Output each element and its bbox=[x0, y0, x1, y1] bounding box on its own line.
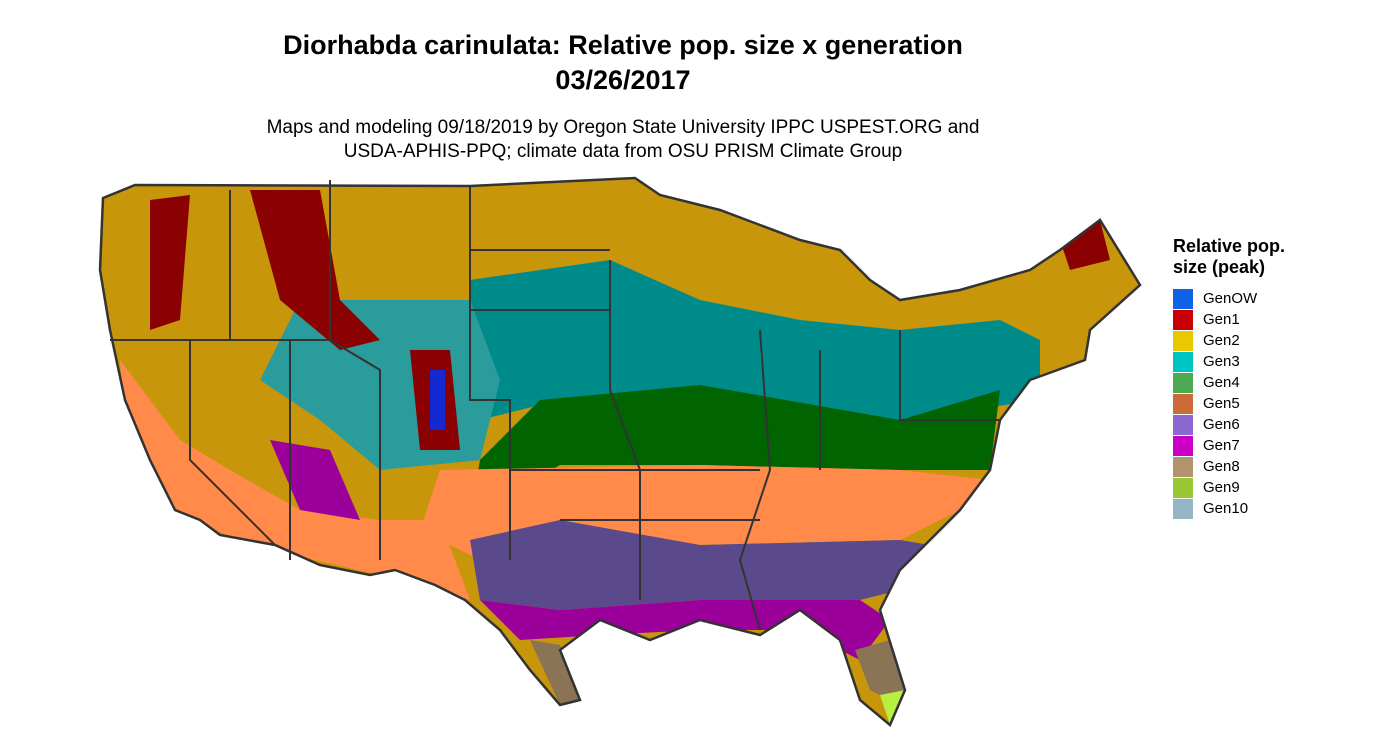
legend-swatch bbox=[1173, 457, 1193, 477]
legend-label: Gen5 bbox=[1203, 395, 1240, 412]
legend-label: Gen9 bbox=[1203, 479, 1240, 496]
map-regions bbox=[100, 178, 1140, 725]
title-line: Diorhabda carinulata: Relative pop. size… bbox=[283, 30, 963, 60]
legend-label: Gen4 bbox=[1203, 374, 1240, 391]
legend-swatch bbox=[1173, 478, 1193, 498]
legend-swatch bbox=[1173, 352, 1193, 372]
legend-label: Gen3 bbox=[1203, 353, 1240, 370]
legend-swatch bbox=[1173, 373, 1193, 393]
legend-swatch bbox=[1173, 310, 1193, 330]
legend-swatch bbox=[1173, 331, 1193, 351]
subtitle-line: USDA-APHIS-PPQ; climate data from OSU PR… bbox=[344, 141, 903, 162]
legend-swatch bbox=[1173, 499, 1193, 519]
legend-title: size (peak) bbox=[1173, 257, 1265, 277]
legend-swatch bbox=[1173, 436, 1193, 456]
legend-label: Gen2 bbox=[1203, 332, 1240, 349]
legend-label: GenOW bbox=[1203, 290, 1258, 307]
legend-swatch bbox=[1173, 394, 1193, 414]
legend-label: Gen8 bbox=[1203, 458, 1240, 475]
legend: Relative pop. size (peak) GenOW Gen1 Gen2 G… bbox=[1173, 236, 1285, 519]
legend-label: Gen10 bbox=[1203, 500, 1248, 517]
legend-label: Gen6 bbox=[1203, 416, 1240, 433]
legend-label: Gen7 bbox=[1203, 437, 1240, 454]
legend-label: Gen1 bbox=[1203, 311, 1240, 328]
subtitle-line: Maps and modeling 09/18/2019 by Oregon S… bbox=[267, 117, 980, 138]
legend-swatch bbox=[1173, 289, 1193, 309]
legend-title: Relative pop. bbox=[1173, 236, 1285, 256]
state-borders bbox=[110, 180, 1000, 631]
title-line: 03/26/2017 bbox=[555, 65, 690, 95]
legend-swatch bbox=[1173, 415, 1193, 435]
